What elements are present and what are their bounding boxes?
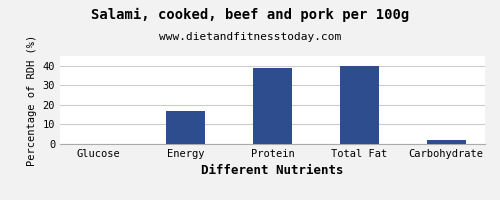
Bar (253, 68, 292, 144)
X-axis label: Different Nutrients: Different Nutrients (201, 164, 344, 177)
Bar (340, 66, 379, 144)
Text: www.dietandfitnesstoday.com: www.dietandfitnesstoday.com (159, 32, 341, 42)
Bar (166, 111, 205, 144)
Bar (426, 140, 466, 144)
Y-axis label: Percentage of RDH (%): Percentage of RDH (%) (27, 34, 37, 166)
Text: Salami, cooked, beef and pork per 100g: Salami, cooked, beef and pork per 100g (91, 8, 409, 22)
